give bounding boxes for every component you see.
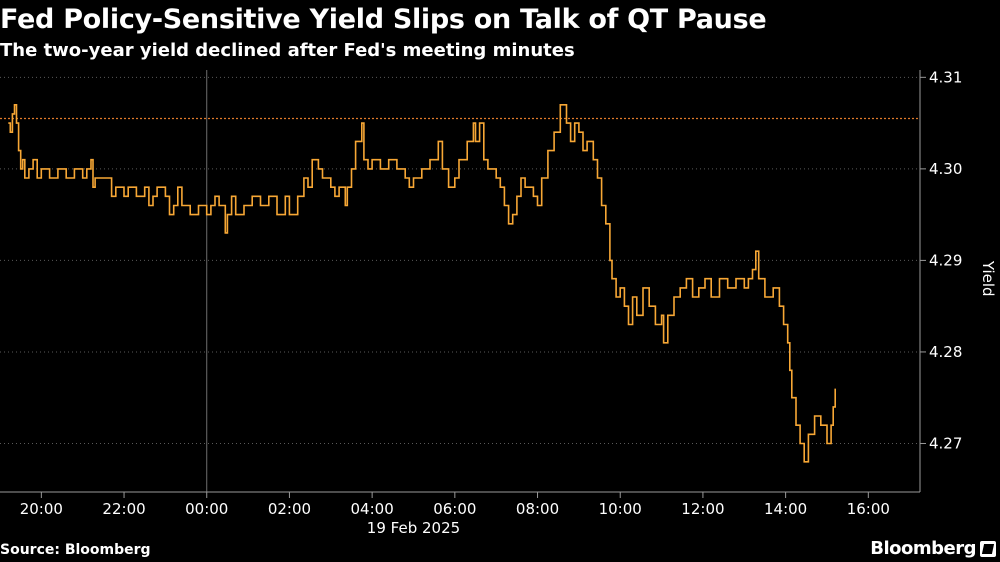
date-label: 19 Feb 2025 [367, 519, 460, 537]
y-tick-label: 4.29 [929, 251, 962, 269]
x-tick-label: 12:00 [681, 500, 724, 518]
x-tick-label: 02:00 [268, 500, 311, 518]
bloomberg-logo: Bloomberg [870, 538, 976, 559]
grid-lines [0, 76, 920, 444]
y-tick-label: 4.28 [929, 343, 962, 361]
bloomberg-terminal-icon [980, 541, 996, 557]
yield-series-line [8, 104, 836, 463]
x-axis-ticks: 20:00 22:00 00:00 02:00 04:00 06:00 08:00 10:00… [20, 492, 890, 518]
x-tick-label: 06:00 [433, 500, 476, 518]
y-axis-ticks: 4.27 4.28 4.29 4.30 4.31 [920, 68, 962, 452]
y-tick-label: 4.30 [929, 160, 962, 178]
x-tick-label: 08:00 [516, 500, 559, 518]
x-tick-label: 20:00 [20, 500, 63, 518]
chart-title: Fed Policy-Sensitive Yield Slips on Talk… [0, 4, 767, 35]
x-tick-label: 04:00 [351, 500, 394, 518]
x-tick-label: 00:00 [185, 500, 228, 518]
y-tick-label: 4.27 [929, 434, 962, 452]
chart-subtitle: The two-year yield declined after Fed's … [0, 40, 575, 61]
y-axis-label: Yield [979, 260, 997, 297]
y-tick-label: 4.31 [929, 68, 962, 86]
x-tick-label: 14:00 [764, 500, 807, 518]
x-tick-label: 10:00 [599, 500, 642, 518]
x-tick-label: 16:00 [847, 500, 890, 518]
source-note: Source: Bloomberg [0, 542, 151, 558]
x-tick-label: 22:00 [102, 500, 145, 518]
